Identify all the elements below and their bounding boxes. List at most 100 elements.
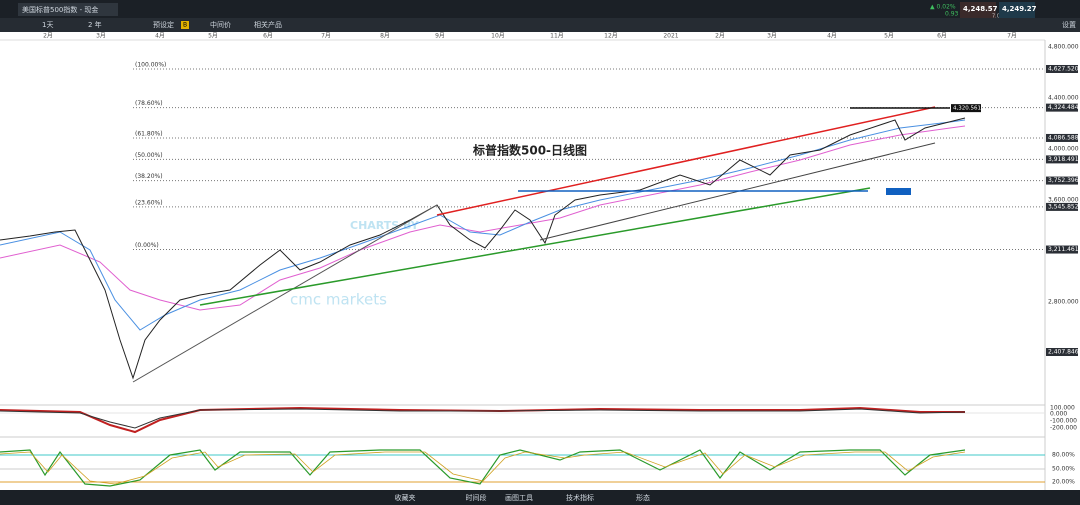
moving-average [0,125,966,311]
tool-bar [0,18,1080,32]
stoch-label: 80.00% [1052,452,1075,459]
price-label: 2,800.000 [1048,299,1079,306]
line-tag [886,188,911,195]
time-label: 2月 [715,33,725,40]
price-tag [1046,133,1078,142]
top-bar [0,0,1080,18]
price-tag [1046,103,1078,112]
spread: 7.0 [992,14,1000,20]
price-label: 4,086.588 [1048,134,1079,141]
menu-item[interactable]: 技术指标 [566,493,594,502]
price-label: 4,000.000 [1048,146,1079,153]
time-label: 6月 [263,33,273,40]
fib-levels: (100.00%) (78.60%) (61.80%) (50.00%) (38.20%… [133,61,1045,251]
badge[interactable]: B [183,22,187,29]
time-label: 6月 [937,33,947,40]
sell-price[interactable]: 4,248.57 [963,5,998,13]
price-label: 4,400.000 [1048,95,1079,102]
fib-label: (50.00%) [135,152,163,159]
time-label: 3月 [767,33,777,40]
price-type[interactable]: 中间价 [210,20,231,29]
interval[interactable]: 1天 [42,21,53,29]
fib-label: (0.00%) [135,242,159,249]
price-label: 3,211.461 [1048,246,1079,253]
menu-item[interactable]: 形态 [636,493,650,502]
price-label: 4,627.520 [1048,65,1079,72]
price-tag [1046,202,1078,211]
chart-title: 标普指数500-日线图 [472,143,587,158]
stoch-axis: 80.00% 50.00% 20.00% [1052,452,1075,486]
menu-item[interactable]: 时间段 [466,493,487,502]
fib-label: (78.60%) [135,100,163,107]
bottom-bar [0,490,1080,505]
change-points: 0.93 [945,11,959,18]
macd-label: 100.000 [1050,405,1075,412]
time-axis: 2月 3月 4月 5月 6月 7月 8月 9月 10月 11月 12月 2021 2月 3月 4月 5月 6月 7… [43,33,1017,40]
time-label: 3月 [96,33,106,40]
sell-box[interactable] [960,2,996,18]
price-tag [1046,245,1078,254]
price-label: 3,918.491 [1048,156,1079,163]
macd-label: -100.000 [1050,418,1077,425]
price-label: 4,800.000 [1048,44,1079,51]
price-label: 2,407.846 [1048,349,1079,356]
time-label: 5月 [208,33,218,40]
price-label: 4,324.484 [1048,104,1079,111]
price-line [0,117,966,380]
time-label: 5月 [884,33,894,40]
price-label: 3,752.396 [1048,177,1079,184]
settings[interactable]: 设置 [1062,20,1076,29]
fib-label: (61.80%) [135,130,163,137]
moving-average [0,119,966,331]
macd-line [0,406,965,434]
time-label: 7月 [1007,33,1017,40]
menu-item[interactable]: 画图工具 [505,494,533,502]
line-tag [951,104,981,113]
price-label: 3,600.000 [1048,197,1079,204]
time-label: 2021 [663,33,678,40]
bottom-menu: 收藏夹 时间段 画图工具 技术指标 形态 [395,493,651,502]
time-label: 11月 [550,33,564,40]
stoch-label: 50.00% [1052,466,1075,473]
price-tag [1046,348,1078,356]
macd-signal [0,408,966,429]
channel-line [436,106,936,216]
menu-item[interactable]: 收藏夹 [395,493,416,502]
range[interactable]: 2 年 [88,20,102,29]
preset[interactable]: 预设定 [153,20,174,29]
tab[interactable] [18,3,118,16]
buy-box[interactable] [999,2,1035,18]
time-label: 4月 [827,33,837,40]
stochastic-d [0,451,966,485]
fib-label: (38.20%) [135,173,163,180]
price-tag [1046,64,1078,73]
watermark: cmc markets [290,291,387,309]
trend-line [132,204,438,383]
change: ▲ 0.02% [930,4,956,11]
time-label: 4月 [155,33,165,40]
time-label: 2月 [43,33,53,40]
macd-label: -200.000 [1050,425,1077,432]
tab-title[interactable]: 美国标普500指数 - 现金 [22,5,98,14]
stochastic-k [0,449,966,487]
price-label: 3,545.852 [1048,203,1079,210]
price-tag [1046,176,1078,185]
time-label: 7月 [321,33,331,40]
stoch-label: 20.00% [1052,479,1075,486]
line-tag-label: 4,320.561 [953,106,981,112]
time-label: 10月 [491,33,505,40]
related-products[interactable]: 相关产品 [254,20,282,29]
time-label: 12月 [604,33,618,40]
price-tag [1046,155,1078,164]
macd-label: 0.000 [1050,411,1067,418]
support-line [199,187,871,306]
price-axis: 4,800.000 4,627.520 4,400.000 4,324.484 4,08… [951,44,1079,356]
time-label: 8月 [380,33,390,40]
buy-price[interactable]: 4,249.27 [1002,5,1037,13]
fib-label: (23.60%) [135,199,163,206]
fib-label: (100.00%) [135,61,166,68]
badge-bg [181,21,189,29]
time-label: 9月 [435,33,445,40]
